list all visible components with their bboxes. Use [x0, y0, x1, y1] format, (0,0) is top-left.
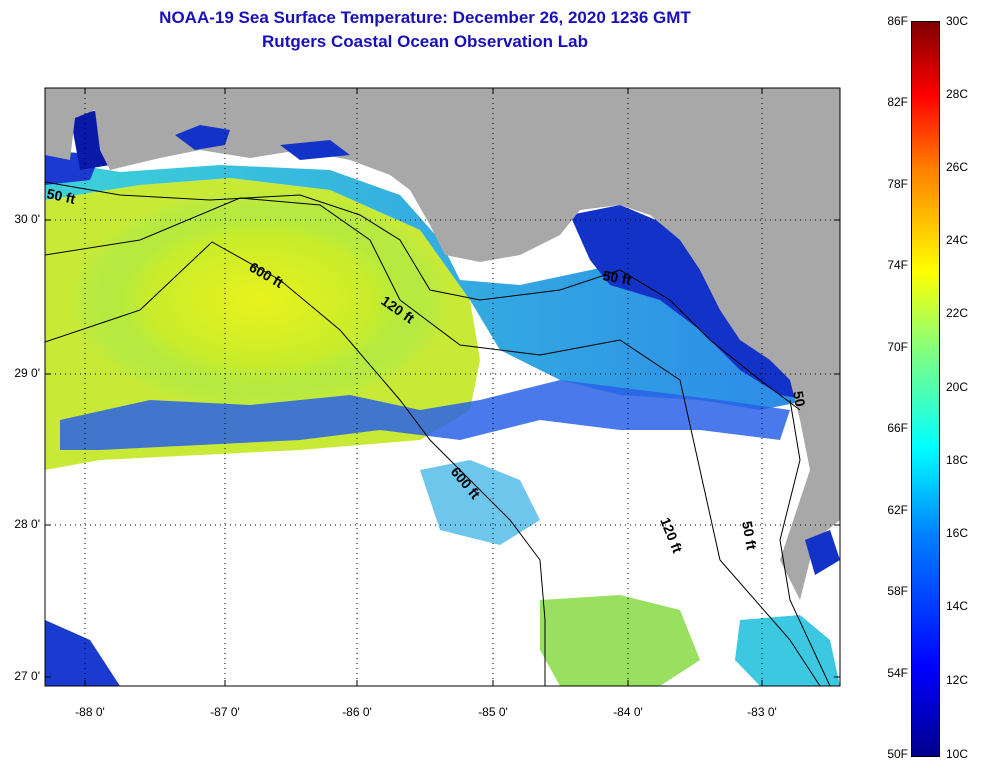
contour-120ft: [45, 197, 821, 686]
contour-label: 50: [790, 390, 808, 408]
sw-blue-patch: [45, 620, 120, 686]
lon-label: -83 0': [747, 705, 777, 719]
colorbar-c-label: 20C: [946, 380, 969, 394]
colorbar-c-label: 22C: [946, 306, 969, 320]
colorbar-c-label: 14C: [946, 599, 969, 613]
chart-title: NOAA-19 Sea Surface Temperature: Decembe…: [159, 8, 691, 27]
temperature-colorbar: [911, 21, 940, 757]
lat-label: 29 0': [14, 366, 40, 380]
cloud-edge-water: [60, 380, 790, 450]
colorbar-f-label: 62F: [887, 503, 908, 517]
lat-label: 27 0': [14, 669, 40, 683]
contour-label: 50 ft: [601, 267, 632, 288]
chart-subtitle: Rutgers Coastal Ocean Observation Lab: [262, 32, 588, 51]
lon-label: -88 0': [75, 705, 105, 719]
lon-label: -84 0': [613, 705, 643, 719]
land-mass: [45, 88, 840, 600]
colorbar-c-label: 10C: [946, 747, 969, 761]
contour-label: 50 ft: [739, 520, 760, 551]
colorbar-c-label: 30C: [946, 14, 969, 28]
colorbar-f-label: 78F: [887, 177, 908, 191]
colorbar-c-label: 18C: [946, 453, 969, 467]
colorbar-f-label: 86F: [887, 14, 908, 28]
axis-ticks: [45, 88, 840, 686]
warm-core: [70, 190, 450, 410]
colorbar-c-label: 24C: [946, 233, 969, 247]
lat-label: 28 0': [14, 517, 40, 531]
colorbar-c-label: 12C: [946, 673, 969, 687]
lat-label: 30 0': [14, 212, 40, 226]
colorbar-f-label: 70F: [887, 340, 908, 354]
lon-label: -85 0': [478, 705, 508, 719]
contour-600ft: [45, 241, 546, 686]
southern-cool-patch: [735, 615, 840, 686]
colorbar-c-label: 28C: [946, 87, 969, 101]
map-frame: [44, 87, 841, 687]
colorbar-f-label: 82F: [887, 95, 908, 109]
pensacola-bay: [175, 125, 230, 150]
colorbar-f-label: 66F: [887, 421, 908, 435]
colorbar-f-label: 74F: [887, 258, 908, 272]
southern-warm-patch: [540, 595, 700, 686]
contour-50ft: [45, 181, 801, 411]
lon-label: -86 0': [342, 705, 372, 719]
contour-label: 50 ft: [45, 185, 77, 207]
colorbar-c-label: 16C: [946, 526, 969, 540]
contour-50ft-south: [779, 399, 831, 686]
lon-label: -87 0': [210, 705, 240, 719]
colorbar-f-label: 50F: [887, 747, 908, 761]
colorbar-c-label: 26C: [946, 160, 969, 174]
mid-cool-patch: [420, 460, 540, 545]
coastal-cool-water: [45, 160, 810, 410]
choctawhatchee-bay: [280, 140, 350, 160]
colorbar-f-label: 58F: [887, 584, 908, 598]
cold-shelf-water: [570, 205, 810, 400]
colorbar-f-label: 54F: [887, 666, 908, 680]
tampa-bay: [805, 530, 840, 575]
